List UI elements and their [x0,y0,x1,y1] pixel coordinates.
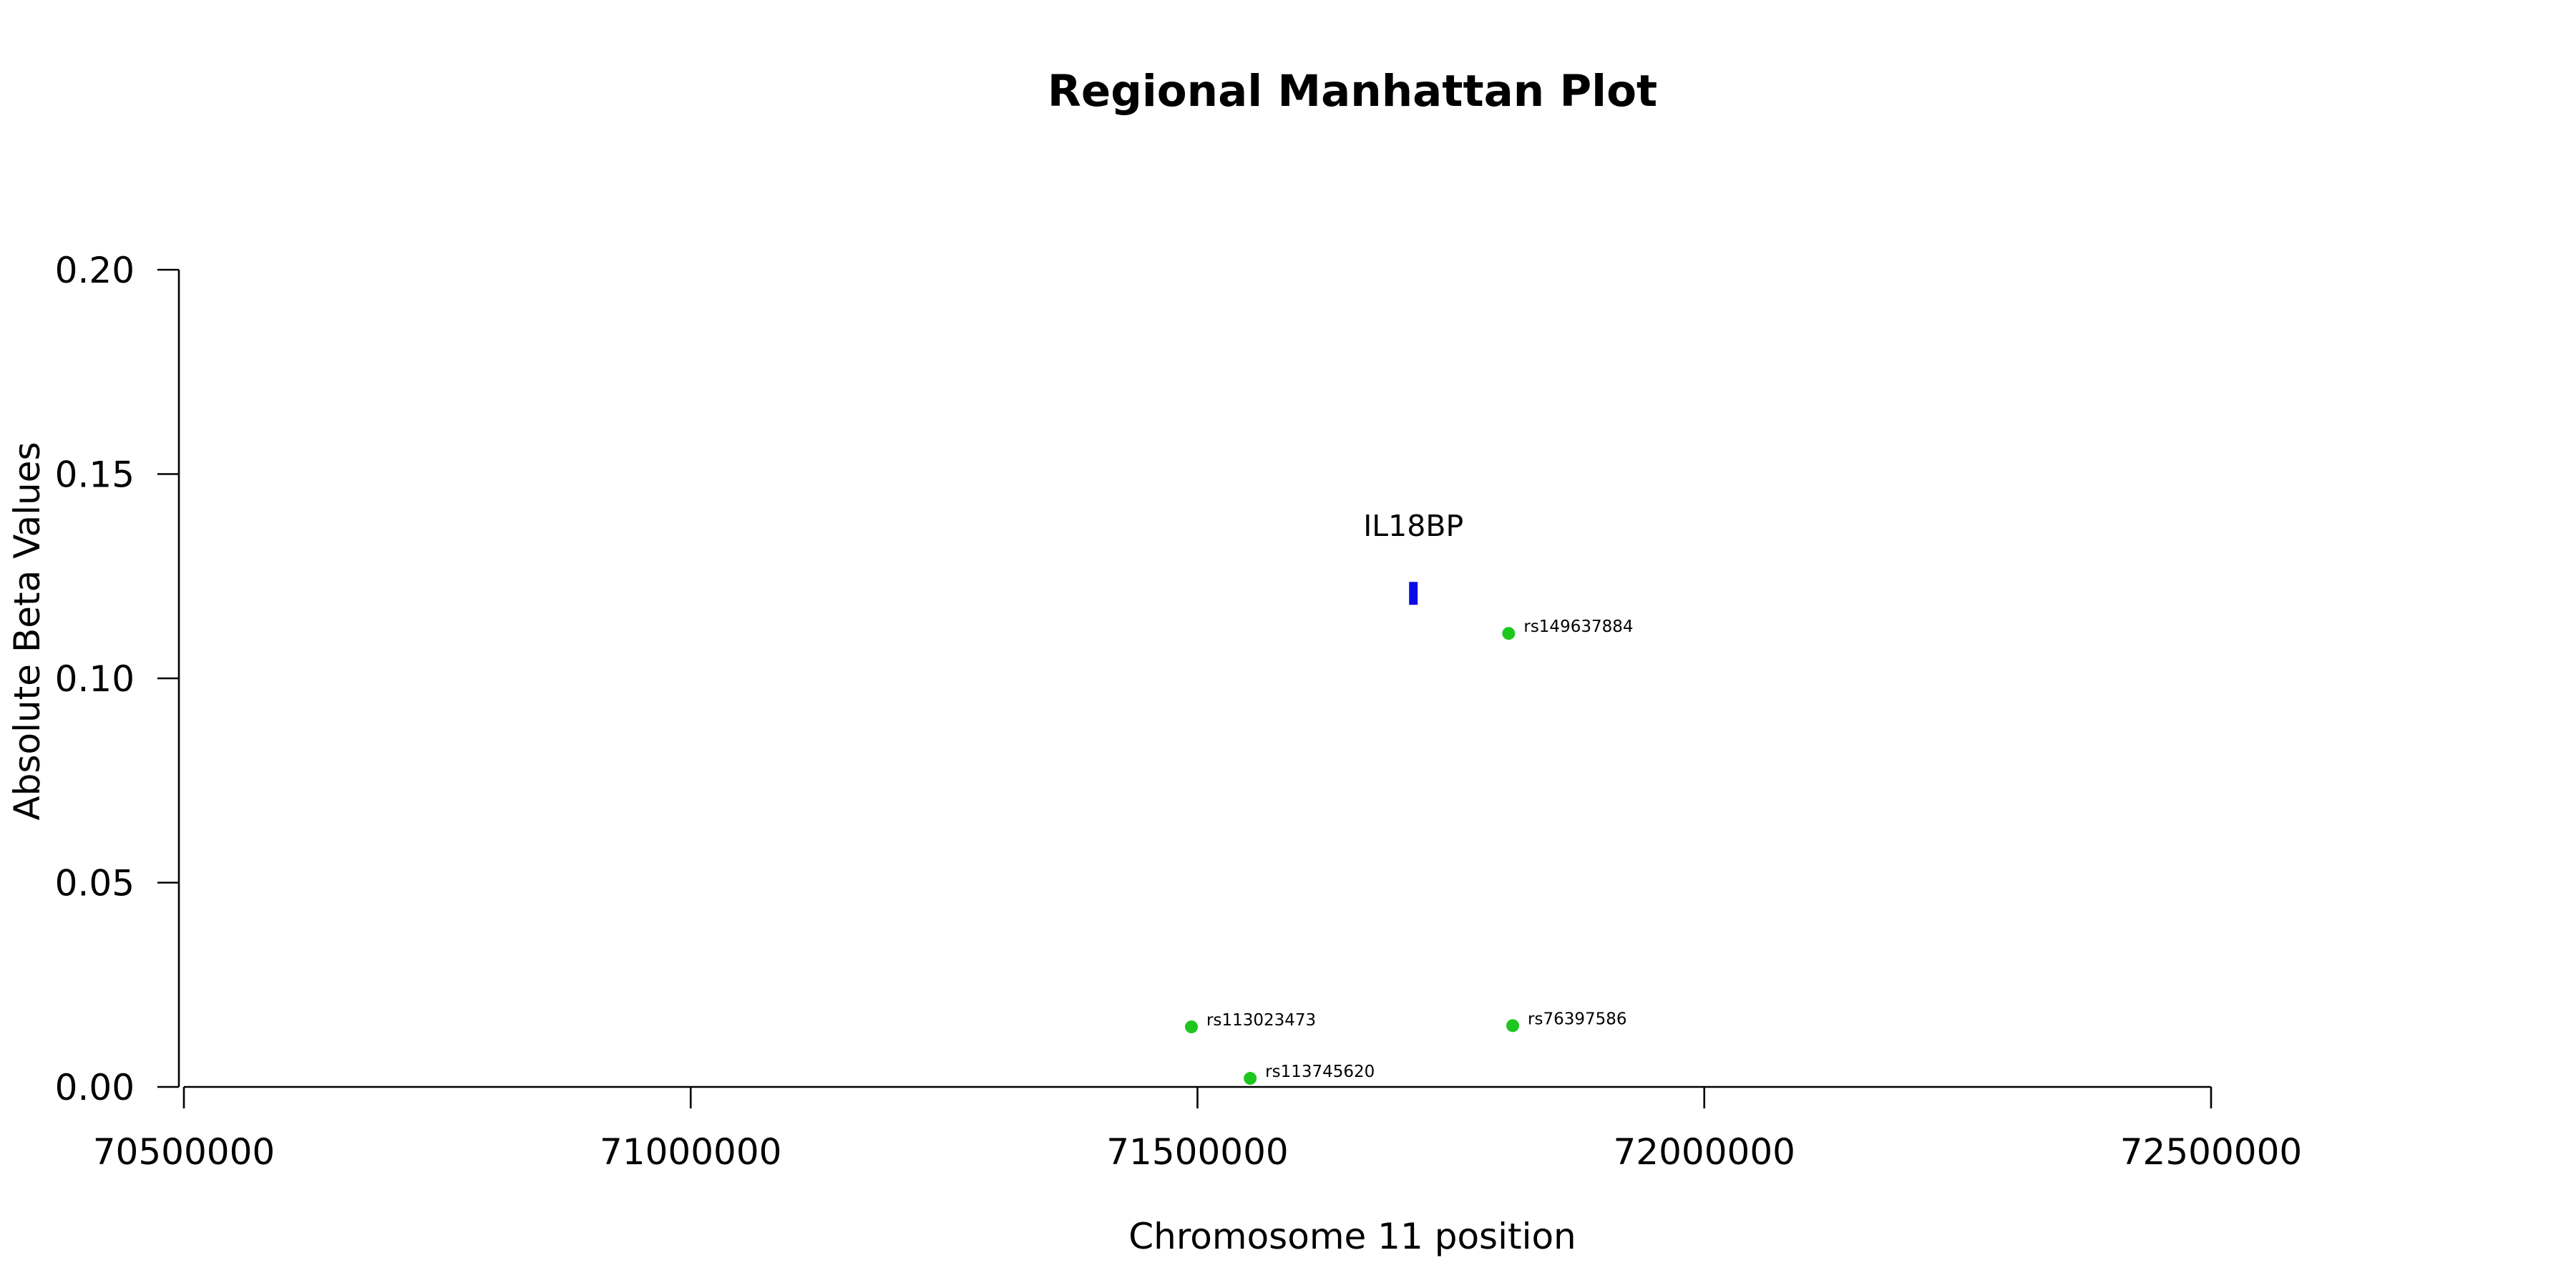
x-tick-label: 70500000 [93,1131,275,1173]
snp-label: rs113023473 [1206,1011,1316,1030]
x-tick-label: 71000000 [600,1131,782,1173]
y-tick-label: 0.05 [55,863,135,904]
snp-label: rs149637884 [1523,618,1633,636]
snp-label: rs76397586 [1528,1010,1627,1028]
y-tick-label: 0.00 [55,1067,135,1108]
x-axis-label: Chromosome 11 position [1128,1216,1576,1257]
snp-point [1185,1020,1199,1034]
chart-title: Regional Manhattan Plot [1048,66,1657,117]
gene-marker [1409,582,1418,605]
x-tick-label: 72000000 [1614,1131,1796,1173]
y-tick-label: 0.15 [55,454,135,496]
y-axis-label: Absolute Beta Values [6,442,48,821]
x-tick-label: 71500000 [1106,1131,1289,1173]
snp-point [1506,1019,1520,1033]
y-tick-label: 0.20 [55,250,135,291]
snp-point [1502,627,1516,640]
snp-point [1244,1072,1257,1085]
snp-label: rs113745620 [1265,1063,1375,1081]
plot-area: 70500000 71000000 71500000 72000000 72500000… [55,250,2303,1173]
y-tick-label: 0.10 [55,658,135,700]
gene-label: IL18BP [1363,509,1463,543]
x-tick-label: 72500000 [2120,1131,2303,1173]
